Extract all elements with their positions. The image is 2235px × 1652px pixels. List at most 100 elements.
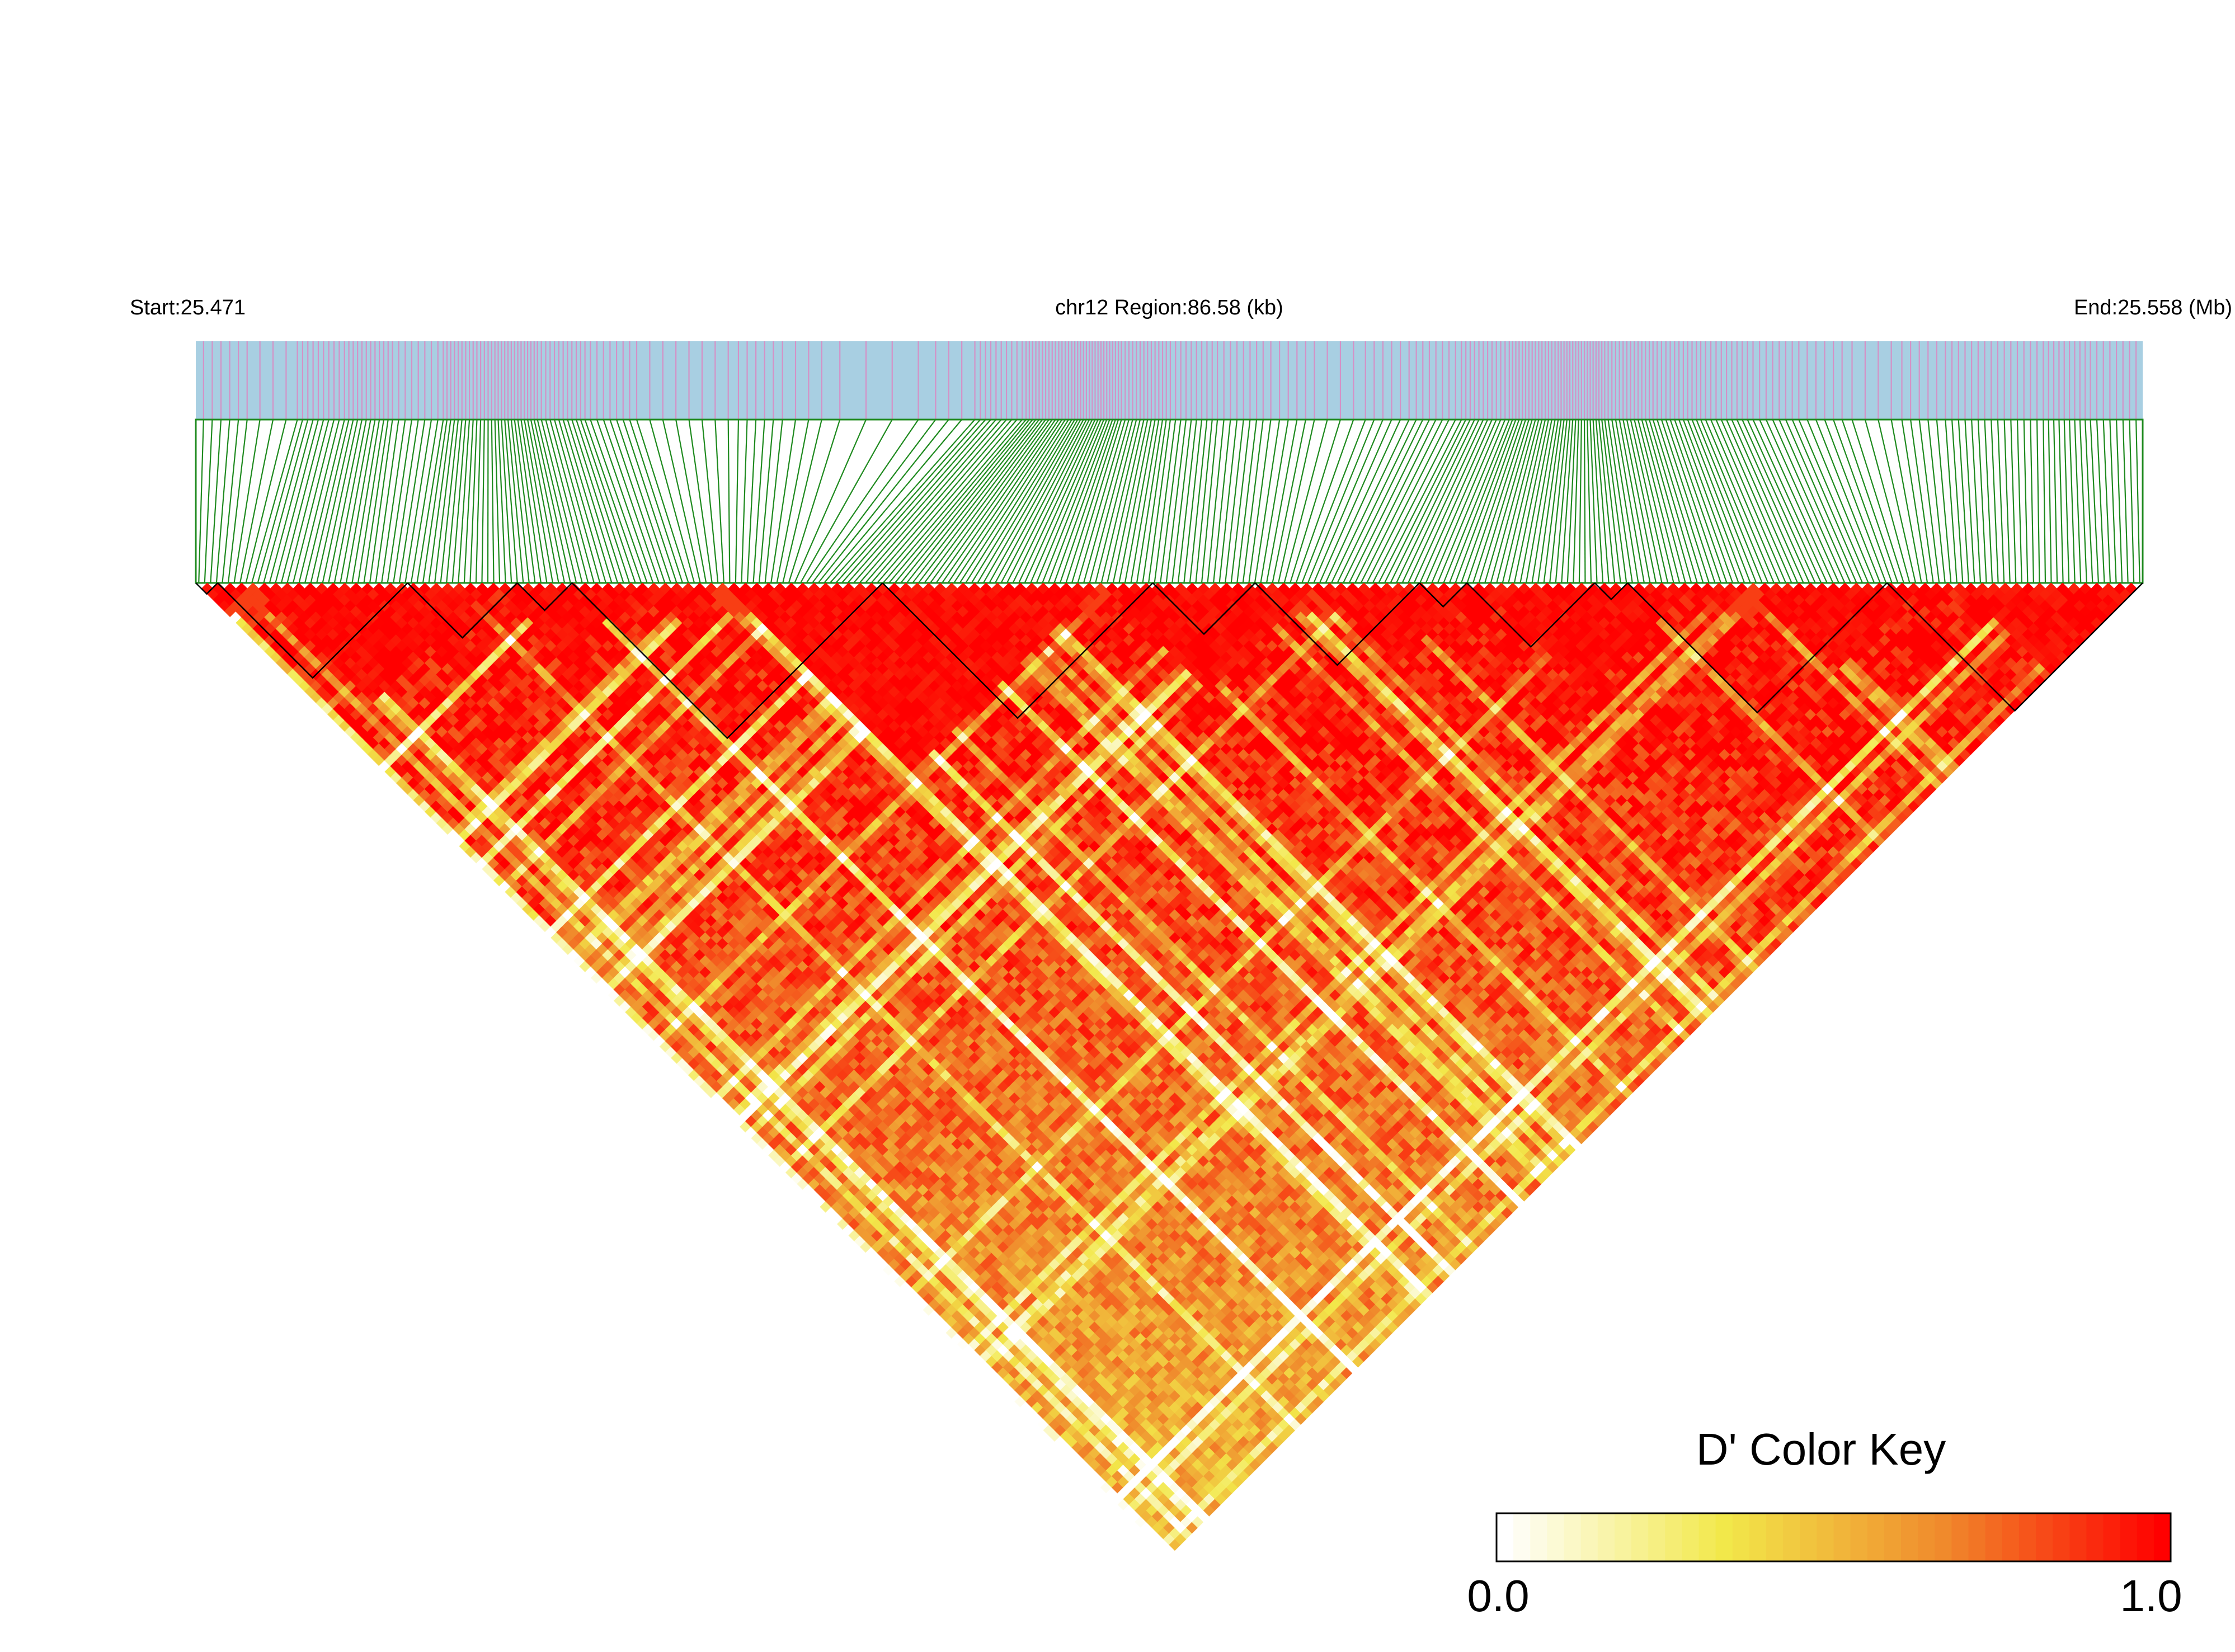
snp-connector-line — [1997, 419, 2005, 583]
snp-connector-line — [2023, 419, 2029, 583]
ld-cell — [636, 995, 649, 1008]
snp-connector-line — [1791, 419, 1864, 583]
ld-cell — [653, 1034, 666, 1047]
snp-connector-line — [1691, 419, 1757, 583]
snp-connector-line — [1615, 419, 1645, 583]
snp-connector-line — [1508, 419, 1546, 583]
snp-connector-line — [1295, 419, 1354, 583]
ld-cell — [510, 869, 523, 881]
snp-connector-line — [322, 419, 359, 583]
snp-connector-line — [1112, 419, 1149, 583]
snp-connector-line — [1201, 419, 1218, 583]
snp-connector-line — [1573, 419, 1579, 583]
ld-cell — [923, 1281, 935, 1293]
snp-connector-line — [616, 419, 671, 583]
snp-connector-line — [1100, 419, 1141, 583]
snp-connector-line — [1991, 419, 1999, 583]
snp-connector-line — [1024, 419, 1099, 583]
snp-connector-line — [1634, 419, 1674, 583]
ld-cell — [562, 943, 575, 956]
snp-connector-line — [1047, 419, 1111, 583]
snp-connector-line — [2085, 419, 2093, 583]
ld-cell — [636, 1006, 649, 1019]
ld-cell — [476, 846, 488, 858]
snp-connector-line — [280, 419, 324, 583]
snp-connector-line — [799, 419, 893, 583]
snp-connector-line — [1696, 419, 1763, 583]
snp-connector-line — [1053, 419, 1113, 583]
ld-heatmap-cells — [201, 583, 2138, 1556]
ld-cell — [756, 1115, 769, 1127]
snp-connector-line — [1715, 419, 1787, 583]
snp-connector-line — [1669, 419, 1728, 583]
ld-cell — [378, 749, 391, 761]
snp-connector-line — [982, 419, 1079, 583]
ld-cell — [304, 674, 317, 686]
snp-connector-line — [930, 419, 1050, 583]
snp-connector-line — [227, 419, 248, 583]
snp-connector-line — [510, 419, 530, 583]
snp-connector-line — [1652, 419, 1704, 583]
ld-cell — [653, 1023, 666, 1036]
snp-connector-line — [286, 419, 330, 583]
snp-connector-line — [398, 419, 426, 583]
snp-connector-line — [1674, 419, 1734, 583]
snp-connector-line — [1490, 419, 1536, 583]
snp-connector-line — [894, 419, 1030, 583]
snp-connector-line — [481, 419, 485, 583]
snp-connector-line — [746, 419, 757, 583]
snp-connector-line — [701, 419, 719, 583]
ld-cell — [1157, 1527, 1170, 1540]
snp-connector-line — [1964, 419, 1975, 583]
snp-connector-line — [1798, 419, 1869, 583]
snp-connector-line — [917, 419, 1043, 583]
snp-connector-line — [1325, 419, 1401, 583]
snp-connector-line — [924, 419, 1046, 583]
snp-connector-line — [298, 419, 340, 583]
ld-cell — [625, 995, 637, 1008]
snp-connector-line — [1248, 419, 1272, 583]
snp-connector-line — [1778, 419, 1852, 583]
snp-connector-line — [1543, 419, 1565, 583]
snp-connector-line — [776, 419, 810, 583]
snp-connector-line — [1549, 419, 1568, 583]
snp-connector-line — [215, 419, 230, 583]
ld-cell — [900, 1281, 912, 1293]
snp-connector-line — [567, 419, 619, 583]
region-start-label: Start:25.471 — [130, 296, 246, 319]
snp-connector-line — [812, 419, 937, 583]
snp-connector-line — [1372, 419, 1456, 583]
ld-cell — [676, 1034, 689, 1047]
snp-connector-line — [2115, 419, 2123, 583]
snp-connector-line — [1525, 419, 1556, 583]
snp-connector-line — [1626, 419, 1663, 583]
snp-connector-line — [1165, 419, 1187, 583]
snp-connector-line — [1641, 419, 1686, 583]
snp-connector-line — [1443, 419, 1510, 583]
ld-cell — [813, 1184, 826, 1196]
snp-connector-line — [251, 419, 298, 583]
ld-cell — [705, 1086, 718, 1099]
ld-cell — [653, 1012, 666, 1024]
snp-connector-line — [782, 419, 822, 583]
snp-connector-line — [1419, 419, 1493, 583]
snp-connector-line — [504, 419, 518, 583]
snp-connector-line — [1366, 419, 1450, 583]
ld-cell — [659, 1018, 672, 1030]
snp-connector-line — [422, 419, 448, 583]
snp-connector-line — [558, 419, 606, 583]
snp-connector-line — [1878, 419, 1917, 583]
ld-cell — [424, 794, 437, 807]
ld-cell — [498, 869, 511, 881]
snp-connector-line — [1118, 419, 1152, 583]
ld-cell — [367, 749, 380, 761]
snp-connector-line — [1890, 419, 1922, 583]
snp-connector-line — [1833, 419, 1893, 583]
snp-connector-line — [530, 419, 566, 583]
snp-connector-line — [520, 419, 548, 583]
snp-connector-line — [1065, 419, 1119, 583]
snp-connector-line — [1815, 419, 1881, 583]
ld-cell — [316, 697, 328, 709]
snp-connector-line — [1455, 419, 1517, 583]
snp-connector-line — [888, 419, 1027, 583]
